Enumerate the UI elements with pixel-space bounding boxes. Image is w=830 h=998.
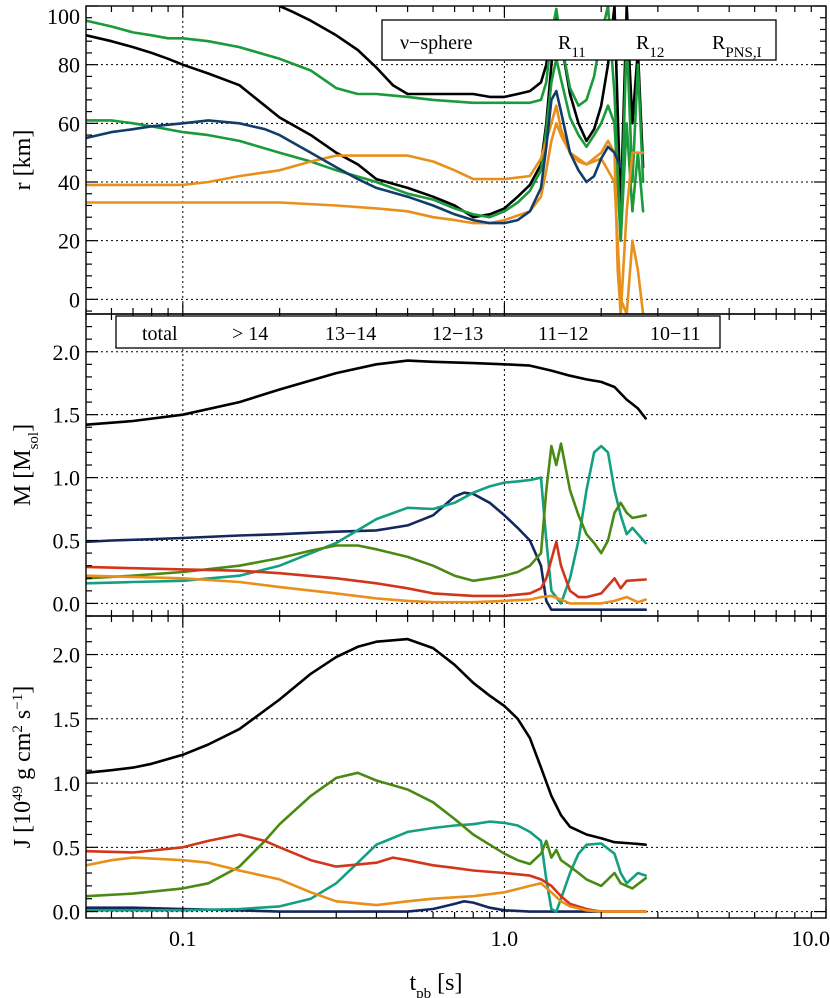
legend-mass-ranges: total > 14 13−14 12−13 11−12 10−11 <box>115 315 721 349</box>
y-tick-label: 0.5 <box>53 529 81 554</box>
series-line <box>86 359 647 426</box>
panel-radii: 0 20 40 60 80 100 r [km] ν−sphere R11 R12 RPNS,I <box>10 4 827 315</box>
legend-radii: ν−sphere R11 R12 RPNS,I <box>381 19 777 61</box>
y-tick-label: 1.0 <box>53 771 81 796</box>
legend-entry: > 14 <box>232 323 268 345</box>
x-tick-label: 1.0 <box>491 926 519 951</box>
legend-entry: 13−14 <box>325 323 376 345</box>
y-tick-label: 60 <box>58 111 80 136</box>
y-tick-label: 0.5 <box>53 835 81 860</box>
y-tick-label: 0.0 <box>53 900 81 925</box>
y-tick-label: 100 <box>47 4 80 29</box>
series-line <box>86 771 647 898</box>
y-tick-label: 80 <box>58 53 80 78</box>
y-tick-label: 1.5 <box>53 403 81 428</box>
legend-entry: total <box>142 323 178 345</box>
x-tick-label: 10.0 <box>792 926 830 951</box>
legend-box <box>381 19 777 61</box>
y-tick-label: 2.0 <box>53 643 81 668</box>
y-axis-label: M [Msol] <box>10 424 42 506</box>
series-line <box>86 444 647 605</box>
y-tick-label: 1.0 <box>53 466 81 491</box>
legend-entry: RPNS,I <box>712 32 762 61</box>
series-line <box>86 833 647 913</box>
series-line <box>86 540 647 599</box>
series-line <box>86 491 647 611</box>
y-tick-label: 0.0 <box>53 591 81 616</box>
legend-entry: 12−13 <box>432 323 483 345</box>
series-line <box>86 442 647 583</box>
series-line <box>86 104 645 314</box>
series-line <box>86 57 645 242</box>
y-tick-label: 40 <box>58 170 80 195</box>
legend-box <box>115 315 721 349</box>
legend-entry: R12 <box>636 32 664 61</box>
y-axis-label: r [km] <box>10 130 36 191</box>
x-tick-label: 0.1 <box>169 926 197 951</box>
y-tick-label: 0 <box>69 287 80 312</box>
legend-entry: 11−12 <box>538 323 589 345</box>
y-axis-label: J [1049 g cm2 s−1] <box>10 686 36 848</box>
legend-entry: 10−11 <box>650 323 701 345</box>
legend-entry: ν−sphere <box>400 32 473 54</box>
series-line <box>278 6 553 99</box>
panel-mass: 0.0 0.5 1.0 1.5 2.0 M [Msol] total > 14 13−14 12−… <box>10 313 827 617</box>
y-tick-label: 2.0 <box>53 340 81 365</box>
series-line <box>86 820 647 913</box>
series-line <box>86 856 647 913</box>
series-line <box>86 6 645 219</box>
x-axis-label: tpb [s] <box>410 970 463 998</box>
plot-frame <box>85 615 827 919</box>
series-line <box>86 637 647 846</box>
panel-angular-momentum: 0.0 0.5 1.0 1.5 2.0 J [1049 g cm2 s−1] 0.1 1.0 1… <box>10 615 830 998</box>
y-tick-label: 1.5 <box>53 707 81 732</box>
series-line <box>86 122 645 314</box>
y-tick-label: 20 <box>58 229 80 254</box>
series-line <box>86 574 647 605</box>
series-line <box>86 89 622 225</box>
legend-entry: R11 <box>558 32 586 61</box>
